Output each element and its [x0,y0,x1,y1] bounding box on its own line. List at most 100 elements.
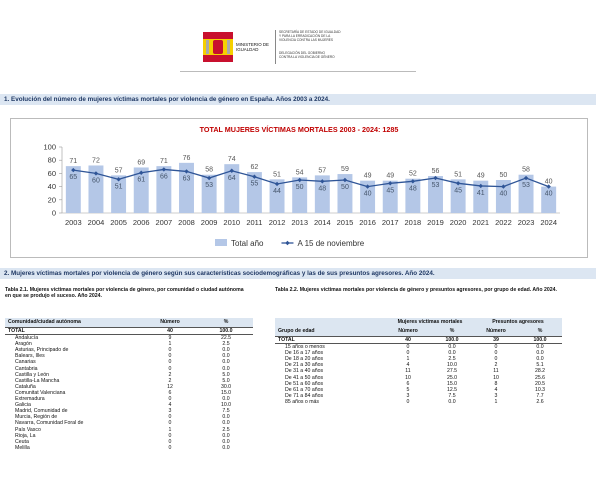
data-label: 55 [251,181,259,188]
data-label: 51 [115,183,123,190]
cell: 0.0 [222,414,230,421]
column-header: % [430,327,474,337]
y-tick-label: 20 [48,195,56,204]
data-label: 51 [273,171,281,178]
table-wrap: Mujeres víctimas mortales Presuntos agres… [275,318,562,405]
row: De 18 a 20 años 1 2.5 0 0.0 [275,356,562,362]
cell: 0.0 [222,365,230,372]
data-label: 52 [409,171,417,178]
data-label: 53 [432,182,440,189]
cell: Asturias, Principado de [15,347,69,354]
x-tick-label: 2009 [201,218,218,227]
row: Canarias 0 0.0 [5,359,253,365]
cell: 0.0 [222,432,230,439]
marker [71,167,76,173]
marker [229,168,234,173]
cell: 2.5 [448,356,456,363]
table-caption: Tabla 2.2. Mujeres víctimas mortales por… [275,287,557,293]
row: De 16 a 17 años 0 0.0 0 0.0 [275,350,562,356]
cell: 2 [168,371,172,378]
cell: 27.5 [446,368,458,375]
x-tick-label: 2020 [450,218,467,227]
cell: 5.0 [222,377,230,384]
x-tick-label: 2005 [110,218,127,227]
y-tick-label: 80 [48,156,56,165]
cell: 10 [405,374,411,381]
column-header: Número [141,318,199,328]
cell: De 31 a 40 años [285,368,324,375]
row: Extremadura 0 0.0 [5,396,253,402]
x-tick-label: 2006 [133,218,150,227]
cell: 2.5 [222,426,230,433]
row: Cantabria 0 0.0 [5,366,253,372]
data-label: 69 [137,159,145,166]
marker [320,179,325,184]
marker [546,184,551,189]
cell: 2 [494,362,498,369]
marker [478,183,483,189]
bar [428,176,443,213]
bar [111,175,127,213]
cell: 0 [494,350,498,357]
cell: Aragón [15,341,32,348]
row: Madrid, Comunidad de 3 7.5 [5,408,253,414]
row: De 61 a 70 años 5 12.5 4 10.3 [275,387,562,393]
data-label: 56 [432,168,440,175]
cell: 0 [406,344,410,351]
column-header: % [518,327,562,337]
y-tick-label: 40 [48,182,56,191]
cell: Balears, Illes [15,353,45,360]
bar [65,166,81,213]
marker [455,181,461,186]
delegation: DELEGACIÓN DEL GOBIERNO CONTRA LA VIOLEN… [279,51,335,59]
data-label: 71 [160,158,168,165]
cell: 5.0 [222,371,230,378]
cell: 0 [406,350,410,357]
marker [184,169,189,174]
data-label: 44 [273,188,281,195]
data-label: 53 [205,182,213,189]
x-tick-label: 2024 [540,218,557,227]
bar [541,186,557,213]
cell: Canarias [15,359,36,366]
data-label: 50 [500,172,508,179]
cell: 5 [406,386,410,393]
cell: Cantabria [15,365,38,372]
data-label: 40 [545,191,553,198]
cell: 0.0 [222,353,230,360]
cell: 100.0 [518,335,562,345]
total-row: TOTAL 40 100.0 39 100.0 [275,335,562,345]
cell: 0 [168,347,172,354]
cell: 0 [168,353,172,360]
row: 85 años o más 0 0.0 1 2.6 [275,399,562,405]
rule [180,71,416,72]
x-tick-label: 2015 [337,218,354,227]
cell: De 18 a 20 años [285,356,324,363]
data-label: 49 [477,173,485,180]
row: 15 años o menos 0 0.0 0 0.0 [275,344,562,351]
data-label: 50 [296,184,304,191]
column-header: Comunidad/ciudad autónoma [5,318,141,328]
row: Comunitat Valenciana 6 15.0 [5,390,253,396]
cell: 0 [168,414,172,421]
x-tick-label: 2016 [359,218,376,227]
x-tick-label: 2011 [246,218,262,227]
data-label: 40 [364,191,372,198]
cell: 40 [141,326,199,336]
x-tick-label: 2018 [405,218,422,227]
cell: 1 [168,426,172,433]
marker [116,177,121,182]
cell: Cataluña [15,383,36,390]
marker [433,175,438,181]
cell: 2.6 [536,398,544,405]
x-tick-label: 2022 [495,218,512,227]
table: Comunidad/ciudad autónoma Número% TOTAL 40 1… [5,318,253,451]
cell: De 41 a 50 años [285,374,324,381]
x-tick-label: 2021 [472,218,489,227]
cell: 0.0 [222,359,230,366]
row: De 41 a 50 años 10 25.0 10 25.6 [275,375,562,381]
cell: 10 [493,374,499,381]
marker [206,175,212,181]
group-header: Presuntos agresores [474,318,562,327]
